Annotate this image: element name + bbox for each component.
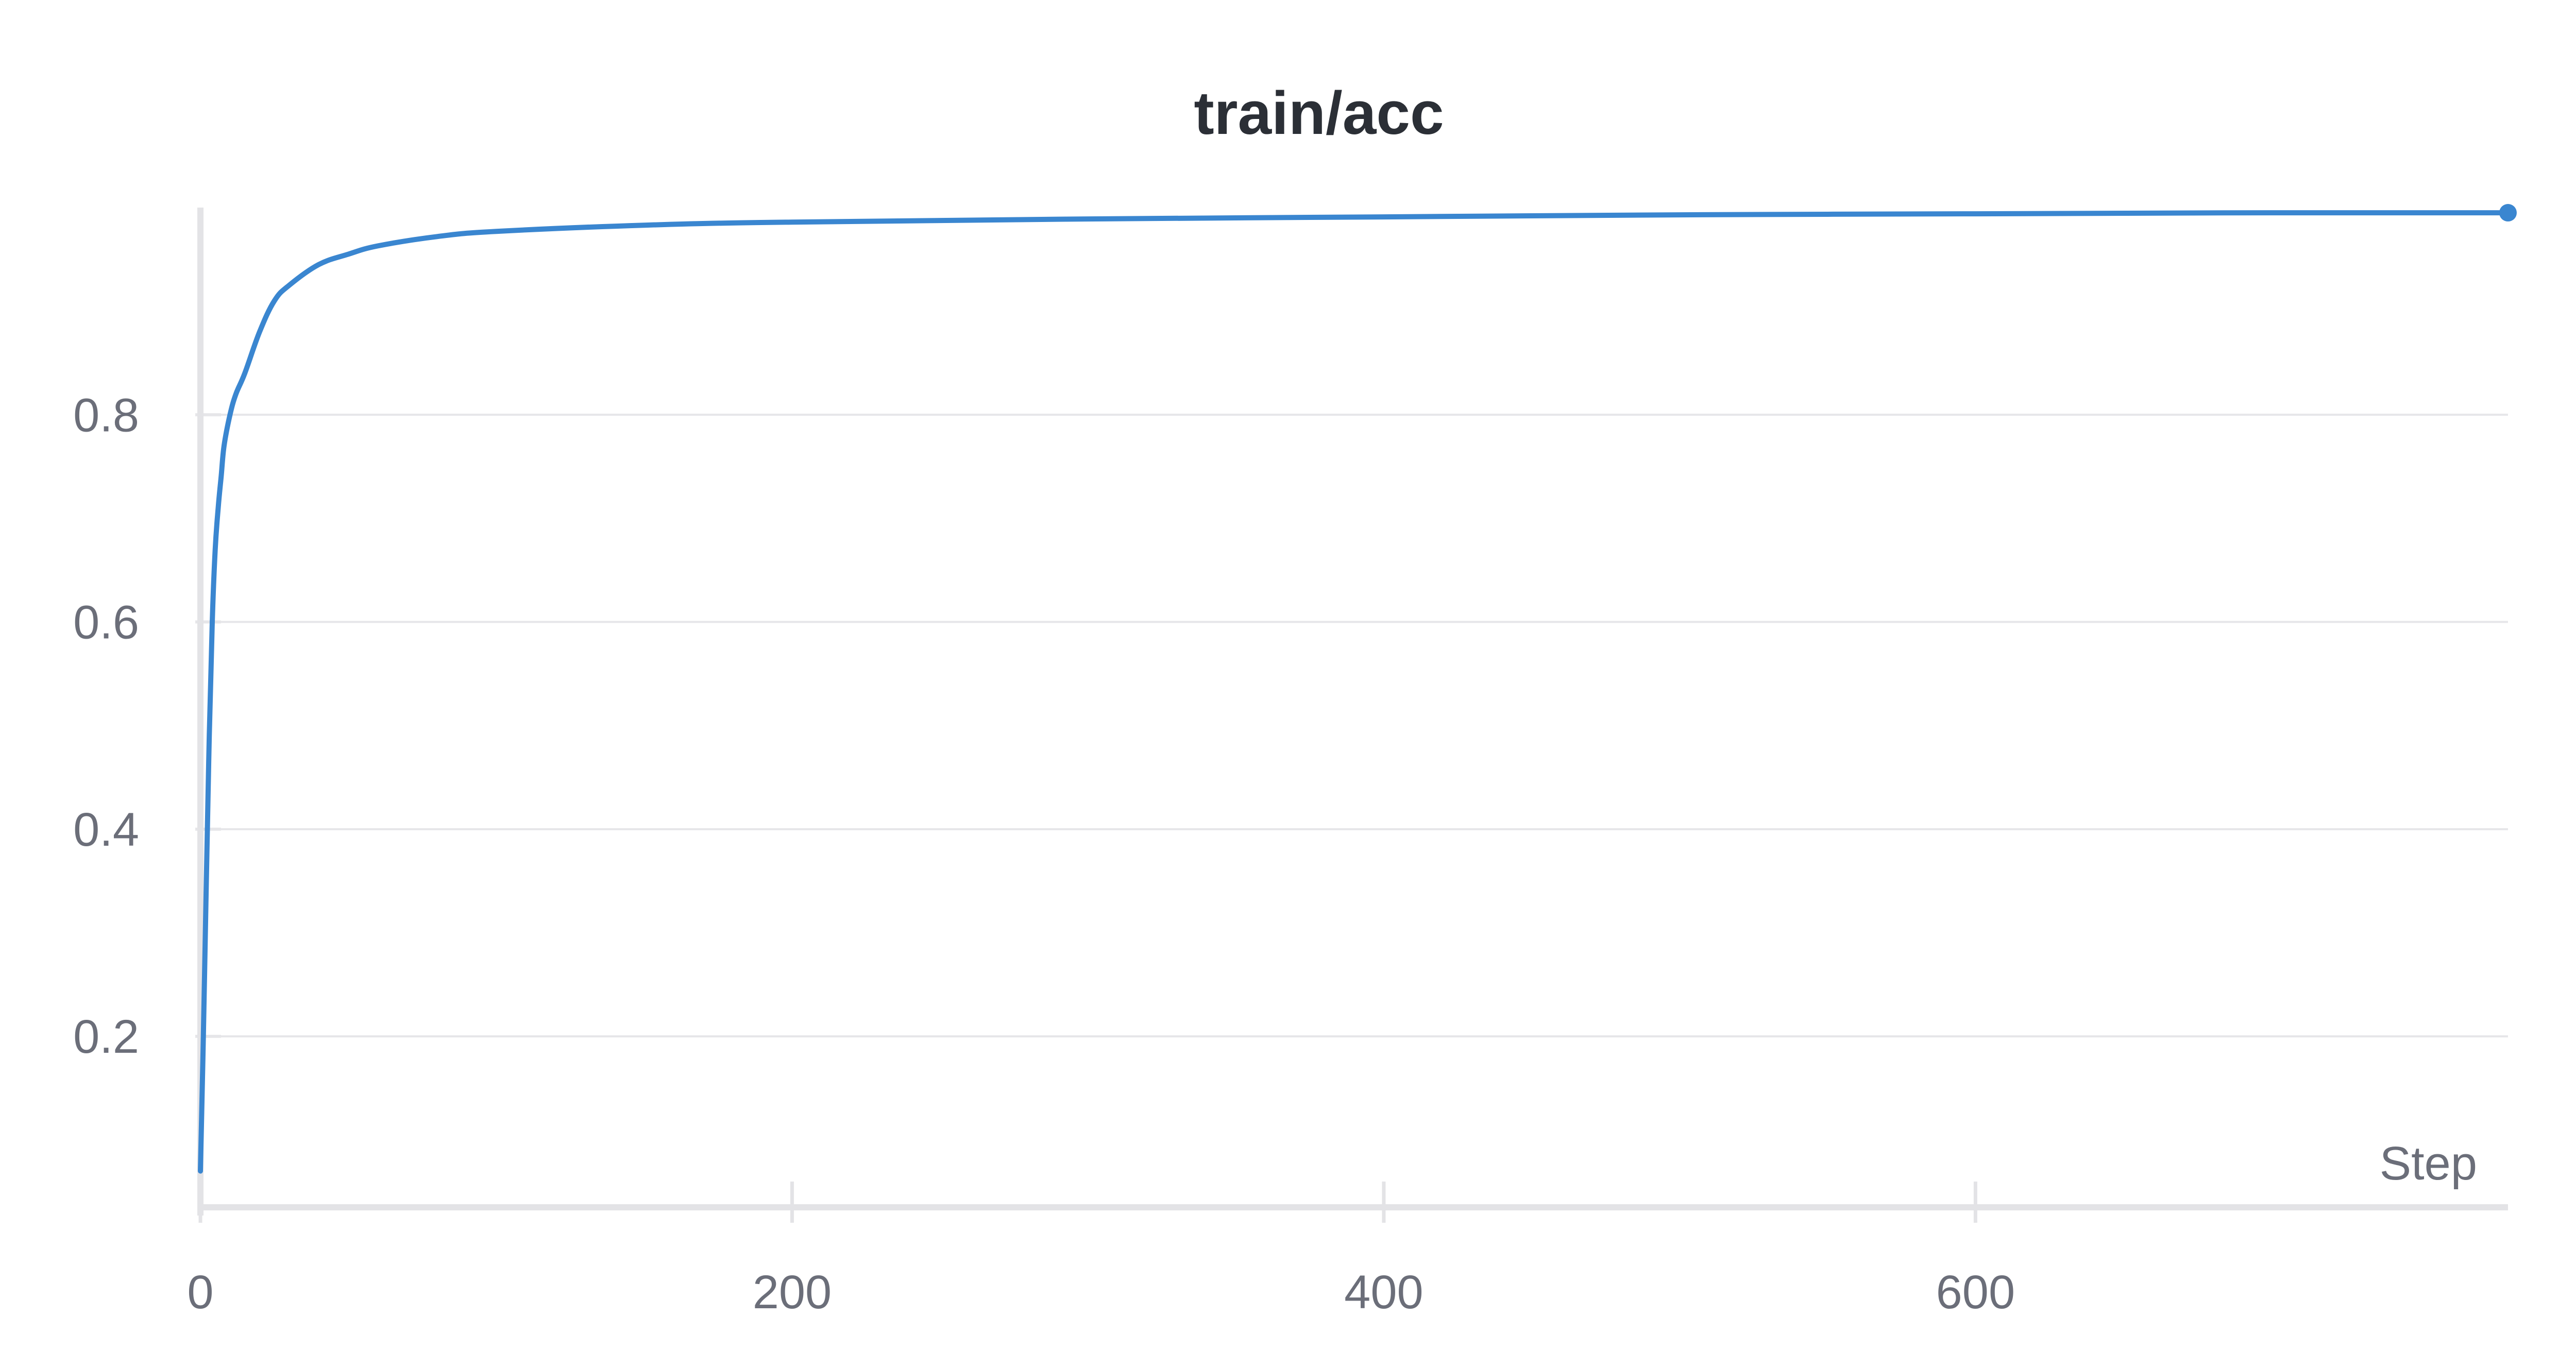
y-tick-label: 0.4 [73,803,139,856]
chart-title: train/acc [1194,79,1444,147]
x-tick-label: 200 [753,1266,832,1319]
series-line-0 [198,210,2511,1174]
x-tick-label: 400 [1344,1266,1423,1319]
x-axis-label: Step [2380,1137,2477,1190]
y-tick-label: 0.6 [73,596,139,649]
y-tick-label: 0.8 [73,389,139,441]
y-tick-label: 0.2 [73,1011,139,1063]
series-end-marker [2499,204,2517,222]
x-tick-label: 600 [1936,1266,2015,1319]
axes [197,208,2508,1223]
x-tick-label: 0 [187,1266,213,1319]
series-layer [198,204,2517,1174]
tick-labels: 0.2 0.4 0.6 0.8 0 200 400 600 [73,389,2015,1319]
gridlines [195,413,2508,1038]
